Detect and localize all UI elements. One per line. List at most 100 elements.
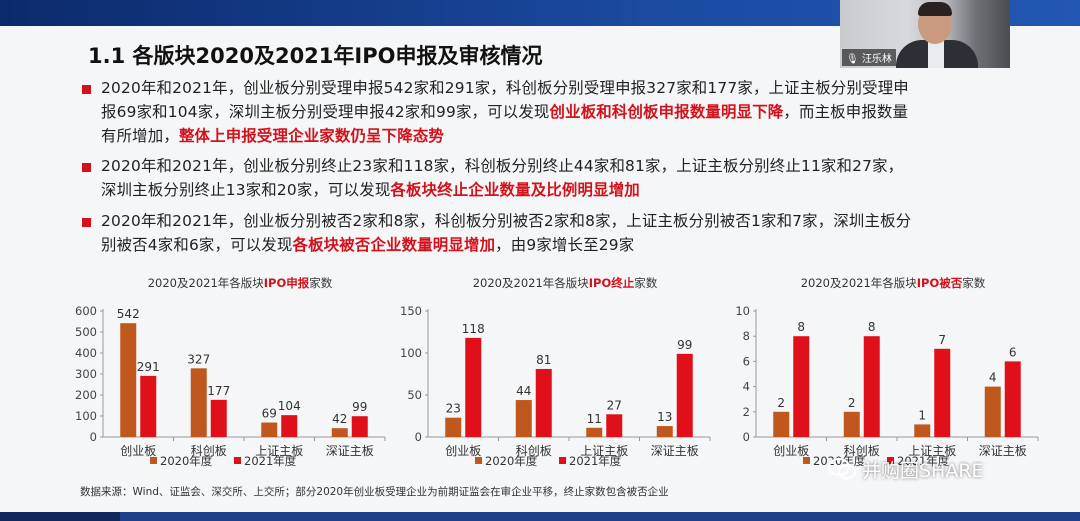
category-label: 上证主板 xyxy=(908,444,956,458)
bullet-item-3: 2020年和2021年，创业板分别被否2家和8家，科创板分别被否2家和8家，上证… xyxy=(82,209,912,257)
bullet-square-icon xyxy=(82,85,91,94)
legend-label: 2021年度 xyxy=(569,454,622,468)
bar xyxy=(120,323,137,437)
legend-swatch xyxy=(150,457,157,464)
legend-swatch xyxy=(803,457,810,464)
legend-swatch xyxy=(234,457,241,464)
category-label: 深证主板 xyxy=(326,444,374,458)
bullet-text: 2020年和2021年，创业板分别受理申报542家和291家，科创板分别受理申报… xyxy=(101,76,912,148)
bar xyxy=(984,386,1001,437)
bullet-square-icon xyxy=(82,218,91,227)
category-label: 深证主板 xyxy=(979,444,1027,458)
bar xyxy=(535,368,552,437)
data-label: 23 xyxy=(446,402,461,416)
data-label: 1 xyxy=(918,408,926,422)
chart-title: 2020及2021年各版块IPO终止家数 xyxy=(473,276,658,290)
bar xyxy=(606,414,623,437)
highlighted-text: 各板块终止企业数量及比例明显增加 xyxy=(390,181,640,199)
bar-chart-svg: 2020及2021年各版块IPO终止家数 0 50 100 150 23 118 创业板 44 8… xyxy=(400,276,711,468)
slide-canvas: 1.1 各版块2020及2021年IPO申报及审核情况 2020年和2021年，… xyxy=(0,26,1080,516)
chart-title-part: IPO申报 xyxy=(264,276,310,290)
chart-title-part: IPO被否 xyxy=(917,276,963,290)
bar xyxy=(586,427,603,437)
data-label: 99 xyxy=(677,338,692,352)
y-tick-label: 0 xyxy=(415,430,422,444)
highlighted-text: 创业板和科创板申报数量明显下降 xyxy=(549,103,784,121)
y-tick-label: 0 xyxy=(743,430,750,444)
bullet-text: 2020年和2021年，创业板分别被否2家和8家，科创板分别被否2家和8家，上证… xyxy=(101,209,912,257)
highlighted-text: 各板块被否企业数量明显增加 xyxy=(292,236,496,254)
legend-label: 2021年度 xyxy=(244,454,297,468)
chart-ipo-rejections: 2020及2021年各版块IPO被否家数 0 2 4 6 8 10 2 8 创业板 2 8 科创板 1 7 上… xyxy=(718,275,1048,475)
category-label: 创业板 xyxy=(120,444,156,458)
y-tick-label: 400 xyxy=(75,346,97,360)
presenter-video-tile[interactable]: 🎙 汪乐林 xyxy=(840,0,1010,68)
bar-chart-svg: 2020及2021年各版块IPO申报家数 0 100 200 300 400 500 600 5… xyxy=(75,276,386,468)
bar xyxy=(445,417,462,437)
legend-label: 2020年度 xyxy=(485,454,538,468)
wechat-watermark: 并购圈SHARE xyxy=(828,456,984,482)
bar xyxy=(261,422,278,437)
legend-label: 2020年度 xyxy=(813,454,866,468)
chart-title-part: 家数 xyxy=(962,276,985,290)
y-tick-label: 100 xyxy=(400,346,422,360)
data-label: 69 xyxy=(262,407,277,421)
bar-chart-svg: 2020及2021年各版块IPO被否家数024681028创业板28科创板17上… xyxy=(735,276,1039,468)
presenter-name: 汪乐林 xyxy=(861,54,892,65)
category-label: 科创板 xyxy=(844,444,880,458)
text-segment: 2020年和2021年，创业板分别受理申报542家和291家，科创板分别受理申报… xyxy=(101,79,909,121)
category-label: 深证主板 xyxy=(651,444,699,458)
data-label: 4 xyxy=(989,371,997,385)
y-tick-label: 300 xyxy=(75,367,97,381)
chart-title-part: 家数 xyxy=(634,276,657,290)
y-tick-label: 6 xyxy=(743,354,750,368)
slide-title: 1.1 各版块2020及2021年IPO申报及审核情况 xyxy=(88,44,543,68)
legend-label: 2020年度 xyxy=(160,454,213,468)
chart-ipo-terminations: 2020及2021年各版块IPO终止家数 0 50 100 150 23 118 创业板 44 8… xyxy=(390,275,720,475)
bar xyxy=(351,416,368,437)
chart-title-part: 家数 xyxy=(309,276,332,290)
category-label: 科创板 xyxy=(191,444,227,458)
watermark-text: 并购圈SHARE xyxy=(862,459,984,482)
y-tick-label: 50 xyxy=(407,388,422,402)
bar xyxy=(140,375,157,437)
text-segment: ，而主板申报数量有所增加， xyxy=(101,103,909,145)
bullet-text: 2020年和2021年，创业板分别终止23家和118家，科创板分别终止44家和8… xyxy=(101,154,912,202)
bar xyxy=(331,428,348,437)
data-label: 6 xyxy=(1009,345,1017,359)
data-label: 291 xyxy=(137,360,160,374)
slide-bottom-banner xyxy=(0,512,1080,521)
y-tick-label: 0 xyxy=(90,430,97,444)
data-label: 11 xyxy=(587,412,602,426)
y-tick-label: 600 xyxy=(75,304,97,318)
bar xyxy=(934,348,951,437)
y-tick-label: 4 xyxy=(743,380,750,394)
presenter-name-label: 🎙 汪乐林 xyxy=(842,49,896,66)
data-label: 7 xyxy=(938,333,946,347)
bar xyxy=(190,368,207,437)
chart-ipo-applications: 2020及2021年各版块IPO申报家数 0 100 200 300 400 500 600 5… xyxy=(65,275,395,475)
highlighted-text: 整体上申报受理企业家数仍呈下降态势 xyxy=(178,127,445,145)
bar xyxy=(793,336,810,437)
chart-title-part: 2020及2021年各版块 xyxy=(801,276,918,290)
bar xyxy=(465,337,482,437)
data-source-note: 数据来源：Wind、证监会、深交所、上交所；部分2020年创业板受理企业为前期证… xyxy=(80,486,669,498)
chart-title-part: 2020及2021年各版块 xyxy=(473,276,590,290)
data-label: 42 xyxy=(332,412,347,426)
bullet-item-2: 2020年和2021年，创业板分别终止23家和118家，科创板分别终止44家和8… xyxy=(82,154,912,202)
category-label: 科创板 xyxy=(516,444,552,458)
y-tick-label: 8 xyxy=(743,329,750,343)
bullet-square-icon xyxy=(82,163,91,172)
wechat-icon xyxy=(828,458,856,480)
legend-swatch xyxy=(475,457,482,464)
y-tick-label: 500 xyxy=(75,325,97,339)
bar xyxy=(515,400,532,437)
microphone-icon: 🎙 xyxy=(846,54,859,65)
bar xyxy=(1004,361,1021,437)
bar xyxy=(914,424,931,437)
legend-swatch xyxy=(559,457,566,464)
data-label: 104 xyxy=(278,399,301,413)
bar xyxy=(863,336,880,437)
bar xyxy=(210,399,227,437)
bar xyxy=(656,426,673,437)
